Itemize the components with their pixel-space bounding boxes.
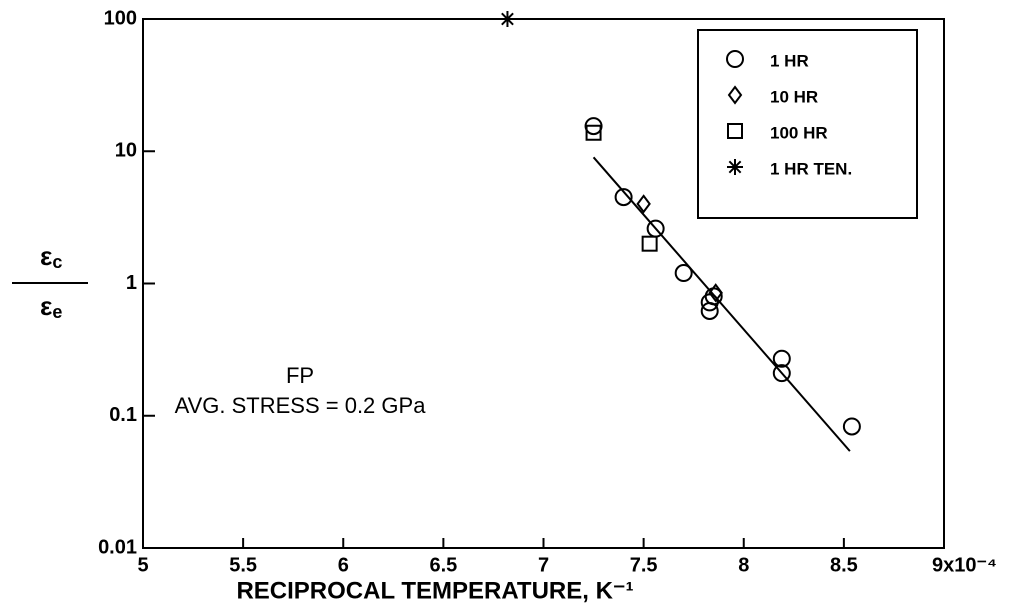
subscript: c <box>52 252 62 272</box>
fit-line <box>592 156 851 452</box>
marker-square <box>727 123 743 139</box>
marker-diamond <box>636 194 651 214</box>
marker-square <box>641 235 658 252</box>
legend-box <box>697 29 918 219</box>
x-tick-label: 5.5 <box>229 554 257 576</box>
y-label-denominator: εe <box>40 291 62 322</box>
x-tick-label: 6 <box>338 554 349 576</box>
legend-label: 10 HR <box>770 87 818 106</box>
marker-circle <box>726 50 744 68</box>
x-tick-label: 6.5 <box>429 554 457 576</box>
y-tick-label: 0.01 <box>98 536 137 558</box>
x-tick-label: 7 <box>538 554 549 576</box>
y-label-numerator: εc <box>40 241 62 272</box>
marker-diamond <box>727 85 743 105</box>
x-tick-label: 7.5 <box>630 554 658 576</box>
marker-circle <box>772 349 791 368</box>
annotation: AVG. STRESS = 0.2 GPa <box>175 393 427 418</box>
y-axis-label: εc εe <box>12 241 88 322</box>
y-tick-label: 100 <box>104 7 137 29</box>
legend-label: 1 HR TEN. <box>770 159 852 178</box>
marker-square <box>585 124 602 141</box>
x-tick-label: 5 <box>137 554 148 576</box>
y-tick-label: 10 <box>115 140 137 162</box>
legend-label: 1 HR <box>770 51 809 70</box>
legend-label: 100 HR <box>770 123 828 142</box>
annotation: FP <box>286 363 314 388</box>
subscript: e <box>52 302 62 322</box>
marker-diamond <box>708 283 723 303</box>
x-tick-label: 8.5 <box>830 554 858 576</box>
marker-star <box>499 11 516 27</box>
x-tick-label: 8 <box>738 554 749 576</box>
marker-circle <box>614 188 633 207</box>
marker-circle <box>674 264 693 283</box>
symbol: ε <box>40 241 52 271</box>
marker-star <box>727 159 743 175</box>
symbol: ε <box>40 291 52 321</box>
y-tick-label: 0.1 <box>109 404 137 426</box>
marker-circle <box>772 364 791 383</box>
x-axis-label: RECIPROCAL TEMPERATURE, K⁻¹ <box>236 577 633 604</box>
x-tick-label: 9x10⁻⁴ <box>932 554 997 576</box>
y-tick-label: 1 <box>126 272 137 294</box>
marker-circle <box>842 417 861 436</box>
